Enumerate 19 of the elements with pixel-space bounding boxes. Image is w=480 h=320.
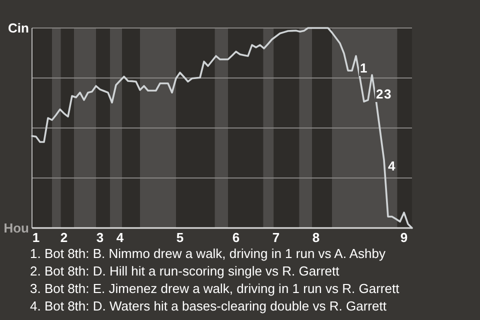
- text: 2. Bot 8th: D. Hill hit a run-scoring single vs R. Garrett: [30, 264, 340, 278]
- x-tick-label: 7: [272, 230, 280, 245]
- annotation: 3: [384, 86, 392, 102]
- x-tick-label: 1: [32, 230, 40, 245]
- text: 1. Bot 8th: B. Nimmo drew a walk, driving in 1 run vs A. Ashby: [30, 246, 386, 261]
- x-tick-label: 8: [312, 230, 320, 245]
- annotation: 1: [360, 60, 368, 76]
- x-tick-label: 4: [116, 230, 124, 245]
- x-tick-label: 3: [96, 230, 104, 245]
- x-tick-label: 5: [176, 230, 184, 245]
- text: Cin: [8, 20, 30, 36]
- x-tick-label: 2: [60, 230, 68, 245]
- annotation: 4: [388, 158, 396, 174]
- text: 3. Bot 8th: E. Jimenez drew a walk, driving in 1 run vs R. Garrett: [30, 281, 400, 296]
- text: Hou: [4, 220, 30, 236]
- x-tick-label: 6: [232, 230, 240, 245]
- annotation: 2: [376, 86, 384, 102]
- text: 4. Bot 8th: D. Waters hit a bases-clearing double vs R. Garrett: [30, 298, 387, 314]
- x-tick-label: 9: [400, 230, 408, 245]
